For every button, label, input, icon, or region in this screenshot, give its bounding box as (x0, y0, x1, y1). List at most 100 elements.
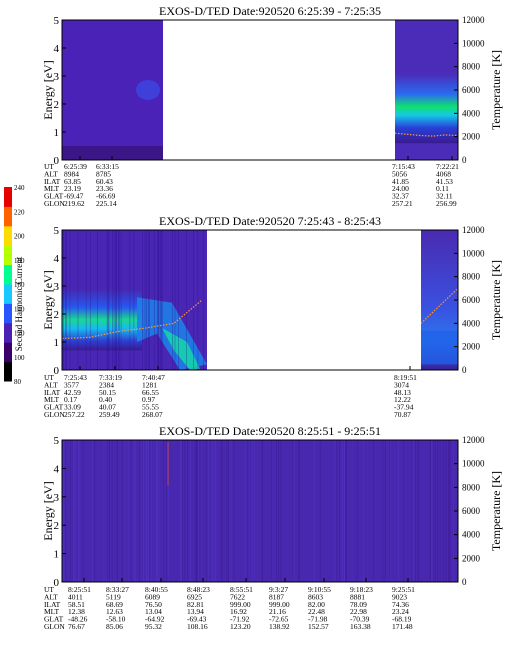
table-row-label: MLT (44, 395, 60, 404)
table-cell: 8:55:51 (230, 585, 253, 594)
table-cell: 268.07 (142, 410, 163, 419)
table-cell: 257.21 (392, 199, 413, 208)
y-tick-label: 1 (54, 127, 60, 139)
table-cell: 66.55 (142, 388, 159, 397)
colorbar-tick-label: 100 (14, 354, 25, 362)
y2-tick-label: 6000 (462, 506, 481, 516)
table-cell: 41.85 (392, 177, 409, 186)
table-cell: 63.85 (64, 177, 81, 186)
table-cell: 9023 (392, 592, 407, 601)
table-row-label: GLAT (44, 192, 64, 201)
y2-tick-label: 10000 (462, 38, 485, 48)
y-tick-label: 2 (54, 99, 60, 111)
table-cell: 23.24 (392, 607, 409, 616)
y-tick-label: 5 (54, 435, 60, 447)
table-cell: 138.92 (269, 622, 290, 631)
heat-spot (136, 80, 160, 100)
y2-tick-label: 6000 (462, 85, 481, 95)
table-cell: 999.00 (230, 600, 251, 609)
table-cell: 1281 (142, 380, 157, 389)
table-cell: 24.00 (392, 184, 409, 193)
table-cell: 8881 (350, 592, 365, 601)
table-cell: 5056 (392, 169, 407, 178)
table-cell: 0.40 (99, 395, 112, 404)
table-cell: 13.04 (145, 607, 162, 616)
table-cell: -48.26 (68, 615, 88, 624)
y-tick-label: 4 (54, 43, 60, 55)
y-tick-label: 2 (54, 309, 60, 321)
table-cell: 22.48 (308, 607, 325, 616)
table-cell: 171.48 (392, 622, 413, 631)
y-axis-label: Energy [eV] (41, 481, 55, 540)
table-row-label: GLON (44, 622, 65, 631)
table-cell: 76.67 (68, 622, 85, 631)
table-cell: 48.13 (394, 388, 411, 397)
table-row-label: ALT (44, 169, 58, 178)
y2-tick-label: 6000 (462, 295, 481, 305)
table-cell: -71.98 (308, 615, 328, 624)
table-cell: 7:22:21 (436, 162, 459, 171)
table-cell: -68.19 (392, 615, 412, 624)
colorbar-tick-label: 160 (14, 281, 25, 289)
y2-tick-label: 12000 (462, 225, 485, 235)
colorbar-tick-label: 200 (14, 233, 25, 241)
table-cell: 123.20 (230, 622, 251, 631)
table-cell: 12.22 (394, 395, 411, 404)
colorbar-segment (4, 284, 12, 304)
y2-tick-label: 4000 (462, 108, 481, 118)
table-cell: -70.39 (350, 615, 370, 624)
table-cell: 74.36 (392, 600, 409, 609)
table-row-label: ALT (44, 380, 58, 389)
table-cell: 70.87 (394, 410, 411, 419)
colorbar-segment (4, 187, 12, 207)
table-cell: 16.92 (230, 607, 247, 616)
y2-tick-label: 2000 (462, 553, 481, 563)
colorbar-tick-label: 180 (14, 257, 25, 265)
colorbar-tick-label: 220 (14, 208, 25, 216)
y-tick-label: 5 (54, 225, 60, 237)
table-cell: 50.15 (99, 388, 116, 397)
y2-axis-label: Temperature [K] (489, 471, 503, 551)
y-axis-label: Energy [eV] (41, 60, 55, 119)
temperature-trace (420, 287, 459, 324)
table-cell: 78.09 (350, 600, 367, 609)
table-cell: 76.50 (145, 600, 162, 609)
y2-tick-label: 4000 (462, 318, 481, 328)
table-cell: 40.07 (99, 403, 116, 412)
colorbar-tick-label: 80 (14, 378, 22, 386)
y-tick-label: 0 (54, 365, 60, 377)
table-cell: 68.69 (106, 600, 123, 609)
table-cell: 163.38 (350, 622, 371, 631)
table-cell: 0.97 (142, 395, 155, 404)
y2-axis-label: Temperature [K] (489, 260, 503, 340)
colorbar-segment (4, 361, 12, 382)
y-tick-label: 2 (54, 520, 60, 532)
table-cell: -37.94 (394, 403, 414, 412)
table-row-label: ALT (44, 592, 58, 601)
y2-tick-label: 12000 (462, 435, 485, 445)
y2-tick-label: 0 (462, 155, 467, 165)
table-cell: 82.00 (308, 600, 325, 609)
y-tick-label: 4 (54, 463, 60, 475)
colorbar-segment (4, 322, 12, 343)
y2-tick-label: 10000 (462, 459, 485, 469)
table-row-label: GLAT (44, 615, 64, 624)
y-tick-label: 3 (54, 492, 60, 504)
y2-tick-label: 2000 (462, 342, 481, 352)
table-cell: 999.00 (269, 600, 290, 609)
y-tick-label: 0 (54, 155, 60, 167)
table-row-label: UT (44, 585, 54, 594)
y2-tick-label: 8000 (462, 62, 481, 72)
colorbar-segment (4, 245, 12, 266)
table-cell: 8:48:23 (187, 585, 210, 594)
y2-tick-label: 10000 (462, 248, 485, 258)
y-tick-label: 1 (54, 337, 60, 349)
table-cell: 6:33:15 (96, 162, 119, 171)
table-row-label: ILAT (44, 600, 61, 609)
colorbar-segment (4, 206, 12, 227)
table-cell: 9:3:27 (269, 585, 288, 594)
table-cell: 23.36 (96, 184, 113, 193)
table-cell: 7:25:43 (64, 373, 87, 382)
table-cell: 7:15:43 (392, 162, 415, 171)
table-cell: -72.65 (269, 615, 289, 624)
